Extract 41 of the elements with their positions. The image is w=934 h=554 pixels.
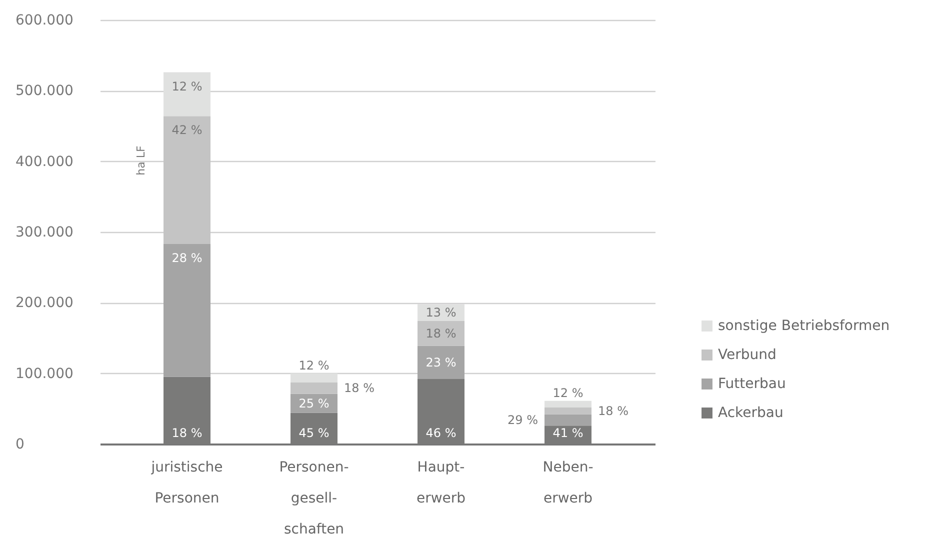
legend-label: Futterbau [718,376,786,392]
annotation: 25 % [298,396,330,410]
y-tick-label: 500.000 [16,83,74,100]
legend-label: sonstige Betriebsformen [718,318,890,334]
annotation: 12 % [552,386,584,400]
annotation: 28 % [172,251,202,266]
annotation: 18 % [172,426,202,440]
y-tick-label: 300.000 [16,224,74,240]
x-tick-label: Haupt- erwerb [416,460,466,506]
x-tick-label: Personen- gesell- schaften [279,460,349,538]
legend-label: Verbund [718,347,776,363]
bar [290,382,338,394]
annotation: 42 % [172,123,202,138]
bar [544,400,592,408]
y-tick-label: 0 [16,436,24,452]
y-tick-label: 400.000 [16,154,74,170]
y-tick-label: 600.000 [16,12,74,28]
bar [544,414,592,426]
legend-label: Ackerbau [718,405,784,421]
y-tick-label: 200.000 [16,295,74,312]
annotation: 12 % [298,358,330,372]
bar [418,321,464,346]
annotation: 18 % [344,381,374,396]
bar [418,346,464,379]
annotation: 12 % [172,79,202,94]
bar [164,72,210,116]
annotation: 18 % [426,326,456,340]
bar [164,244,210,377]
x-tick-label: juristische Personen [150,460,223,506]
annotation: 46 % [426,426,456,440]
bar [290,373,338,383]
y-axis-title: ha LF [134,146,148,176]
annotation: 23 % [426,355,456,370]
annotation: 13 % [426,306,456,320]
annotation: 41 % [552,426,584,440]
annotation: 29 % [508,412,538,427]
x-tick-label: Neben- erwerb [542,460,594,506]
annotation: 45 % [298,426,330,440]
annotation: 18 % [598,404,629,418]
y-tick-label: 100.000 [16,366,74,382]
bar [544,407,592,414]
